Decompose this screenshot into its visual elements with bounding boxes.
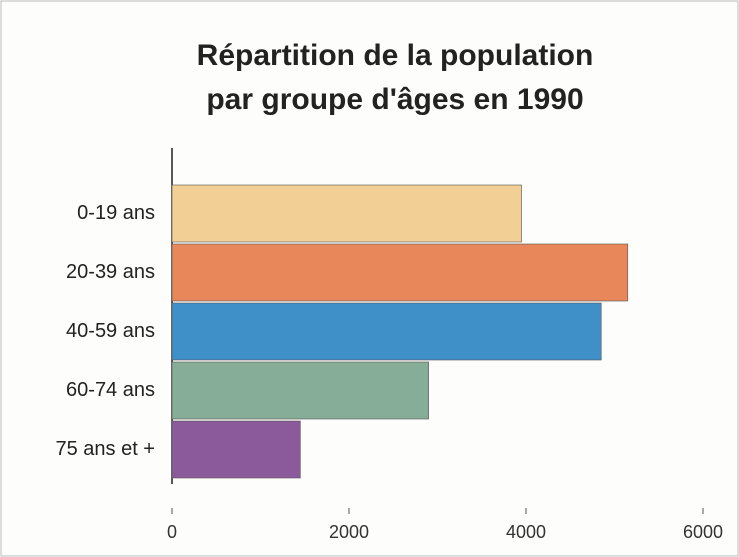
- bar: [171, 420, 301, 479]
- category-label: 60-74 ans: [66, 379, 155, 401]
- x-tick-label: 2000: [329, 522, 369, 542]
- x-tick-label: 4000: [506, 522, 546, 542]
- chart-title: Répartition de la population: [197, 39, 594, 72]
- bar: [171, 243, 629, 302]
- category-label: 0-19 ans: [77, 202, 155, 224]
- category-label: 40-59 ans: [66, 320, 155, 342]
- bar: [171, 302, 602, 361]
- x-tick-label: 0: [167, 522, 177, 542]
- bar: [171, 361, 429, 420]
- chart-title: par groupe d'âges en 1990: [206, 83, 583, 116]
- category-label: 75 ans et +: [55, 438, 155, 460]
- bar: [171, 184, 522, 243]
- category-label: 20-39 ans: [66, 261, 155, 283]
- x-tick-label: 6000: [683, 522, 723, 542]
